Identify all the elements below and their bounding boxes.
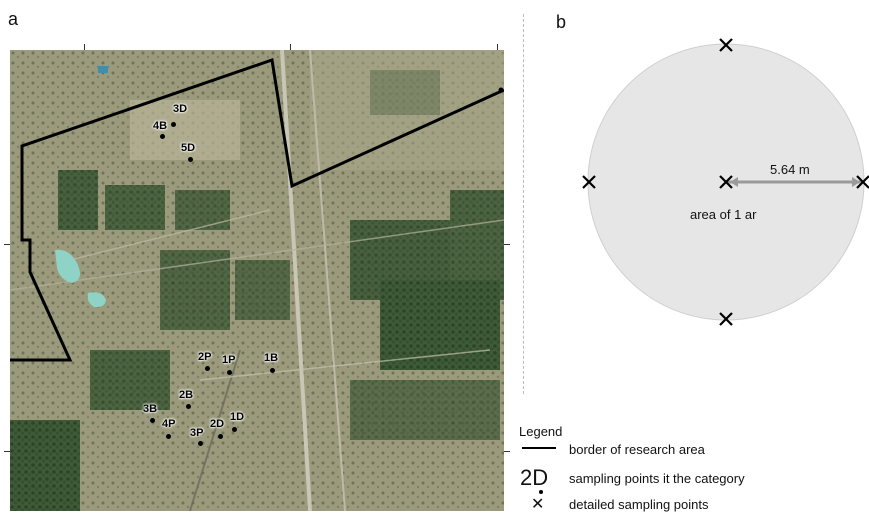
map-tick-top-3: [497, 44, 498, 50]
sampling-point-dot-2p: [205, 366, 210, 371]
sampling-point-dot-3d: [171, 122, 176, 127]
sampling-point-label-1b: 1B: [264, 352, 279, 364]
map-tick-right-2: [504, 451, 510, 452]
sampling-point-dot-5d: [188, 157, 193, 162]
sampling-point-label-3d: 3D: [173, 103, 188, 115]
map-tick-right-1: [504, 244, 510, 245]
sampling-point-label-2p: 2P: [198, 351, 212, 363]
cross-icon-left: [582, 175, 596, 189]
sampling-point-dot-1b: [270, 368, 275, 373]
legend-item-detailed-text: detailed sampling points: [569, 497, 709, 512]
panel-divider: [523, 14, 524, 394]
cross-icon-center: [719, 175, 733, 189]
aerial-map: [10, 50, 504, 511]
cross-icon-top: [719, 38, 733, 52]
sampling-point-dot-4b: [160, 134, 165, 139]
sampling-point-dot-4p: [166, 434, 171, 439]
map-tick-top-2: [290, 44, 291, 50]
sampling-point-label-1d: 1D: [230, 411, 245, 423]
sampling-point-label-4b: 4B: [153, 120, 168, 132]
legend-sampling-dot: [539, 490, 543, 494]
map-tick-left-2: [4, 451, 10, 452]
panel-a-letter: a: [8, 9, 19, 29]
legend-sampling-symbol: 2D: [520, 465, 549, 490]
sampling-point-label-5d: 5D: [181, 142, 196, 154]
sampling-point-dot-1d: [232, 427, 237, 432]
area-label: area of 1 ar: [690, 207, 757, 222]
radius-label: 5.64 m: [770, 162, 810, 177]
legend-item-sampling-text: sampling points it the category: [569, 471, 745, 486]
sampling-point-label-2d: 2D: [210, 418, 225, 430]
cross-icon-bottom: [719, 312, 733, 326]
research-area-border: [10, 58, 504, 362]
sampling-point-label-2b: 2B: [179, 389, 194, 401]
legend-title: Legend: [519, 424, 563, 439]
legend-item-border-text: border of research area: [569, 442, 705, 457]
radius-arrow-right: [852, 177, 860, 187]
sampling-point-dot-3b: [150, 418, 155, 423]
sampling-circle-diagram: [582, 38, 869, 326]
legend-border-line-symbol: [522, 447, 556, 449]
map-tick-top-1: [84, 44, 85, 50]
radius-arrow-left: [730, 177, 738, 187]
legend: Legend border of research area 2D sampli…: [519, 424, 864, 513]
sampling-point-dot-2d: [218, 434, 223, 439]
panel-b-letter: b: [556, 12, 567, 32]
sampling-point-label-4p: 4P: [162, 418, 176, 430]
sampling-point-dot-3p: [198, 441, 203, 446]
sampling-point-label-3b: 3B: [143, 403, 158, 415]
sampling-point-dot-1p: [227, 370, 232, 375]
map-tick-left-1: [4, 244, 10, 245]
sampling-point-dot-2b: [186, 404, 191, 409]
cross-icon-right: [856, 175, 869, 189]
aerial-map-image: [10, 50, 504, 511]
sampling-point-label-3p: 3P: [190, 427, 204, 439]
sampling-point-label-1p: 1P: [222, 354, 236, 366]
cross-icon: ✕: [531, 496, 545, 513]
